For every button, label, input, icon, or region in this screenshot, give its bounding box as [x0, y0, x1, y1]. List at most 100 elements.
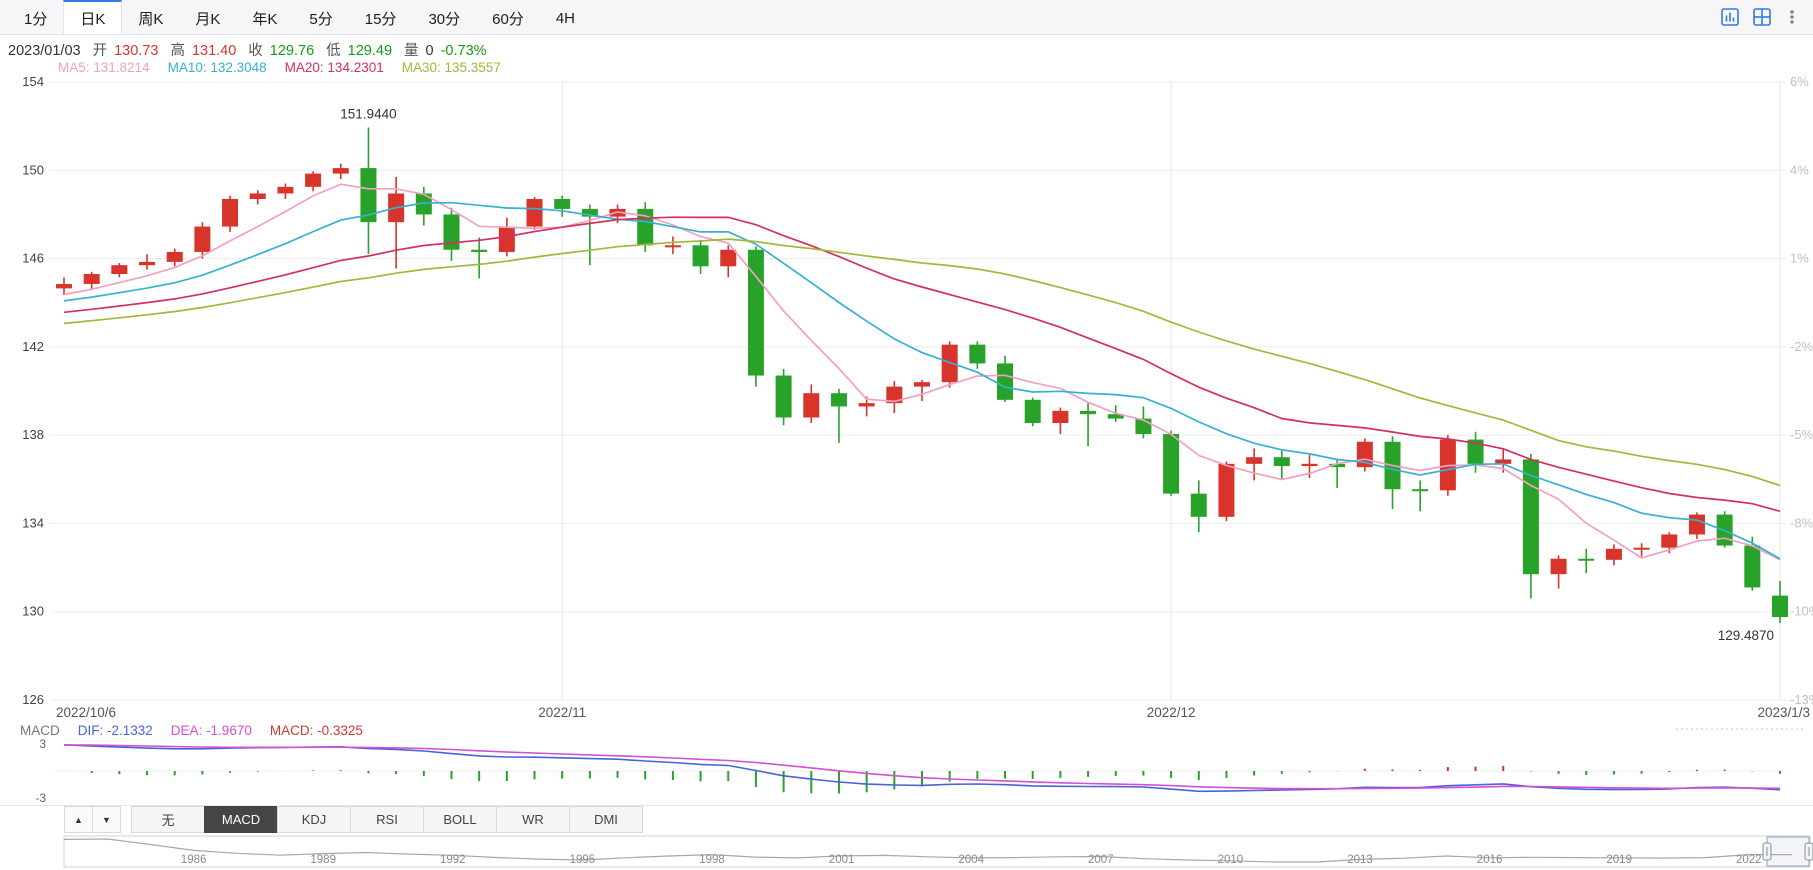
indicator-tab-BOLL[interactable]: BOLL [423, 806, 497, 833]
indicator-collapse-down-button[interactable]: ▼ [92, 806, 121, 833]
candle-body [1688, 514, 1705, 535]
x-axis-label: 2022/12 [1147, 705, 1196, 720]
candle-body [886, 386, 903, 404]
indicator-tab-DMI[interactable]: DMI [569, 806, 643, 833]
info-date: 2023/01/03 [8, 43, 81, 59]
y-axis-label: 146 [22, 251, 44, 266]
navigator-year-label: 2010 [1218, 854, 1244, 866]
indicator-collapse-up-button[interactable]: ▲ [64, 806, 93, 833]
indicator-tab-无[interactable]: 无 [131, 806, 205, 833]
timeframe-tab-4[interactable]: 年K [252, 10, 278, 28]
navigator-year-label: 2016 [1477, 854, 1503, 866]
timeframe-tab-1[interactable]: 日K [63, 0, 123, 34]
grid-layout-icon[interactable] [1753, 8, 1771, 26]
candle-body [581, 208, 598, 217]
low-price-annotation: 129.4870 [1718, 628, 1774, 643]
candle-body [1661, 534, 1678, 548]
candle-body [332, 168, 349, 174]
y-axis-label: 138 [22, 427, 44, 442]
candle-body [1273, 457, 1290, 467]
timeframe-tab-7[interactable]: 30分 [428, 10, 461, 28]
ma10-line [63, 201, 1781, 560]
candle-body [1246, 457, 1263, 464]
candle-body [111, 265, 128, 275]
ma-value-label-2: MA20: 134.2301 [284, 60, 384, 75]
candle-body [1550, 558, 1567, 575]
navigator-year-label: 1995 [570, 854, 596, 866]
timeframe-tab-2[interactable]: 周K [138, 10, 164, 28]
ma-value-label-0: MA5: 131.8214 [58, 60, 150, 75]
ma-value-label-3: MA30: 135.3557 [401, 60, 501, 75]
navigator-year-label: 2013 [1347, 854, 1373, 866]
candle-body [56, 283, 72, 289]
indicator-tab-MACD[interactable]: MACD [204, 806, 278, 833]
candle-body [1605, 548, 1622, 560]
candle-body [1107, 414, 1124, 419]
high-value: 131.40 [191, 43, 237, 59]
candle-body [222, 198, 239, 227]
right-axis-label: 6% [1790, 74, 1809, 89]
candle-body [775, 375, 792, 418]
candle-body [305, 173, 322, 187]
macd-histogram [63, 765, 1781, 794]
candle-body [1080, 410, 1097, 415]
candle-body [1329, 463, 1346, 468]
y-axis-label: 142 [22, 339, 44, 354]
open-value: 130.73 [114, 43, 159, 59]
navigator-year-label: 2019 [1606, 854, 1632, 866]
candle-body [941, 344, 958, 383]
volume-value: 0 [425, 43, 434, 59]
candle-body [526, 198, 543, 227]
y-axis-label: 150 [22, 162, 44, 177]
indicator-tab-WR[interactable]: WR [496, 806, 570, 833]
timeframe-tab-9[interactable]: 4H [555, 9, 575, 27]
candle-body [1744, 545, 1761, 588]
candle-body [720, 249, 737, 267]
candle-body [166, 251, 183, 262]
candle-body [1578, 558, 1595, 561]
macd-macd-value: MACD: -0.3325 [269, 723, 363, 738]
macd-axis-max: 3 [39, 737, 46, 751]
candle-body [858, 403, 875, 407]
timeframe-tab-5[interactable]: 5分 [309, 10, 333, 28]
more-options-icon[interactable] [1785, 8, 1799, 26]
candle-body [803, 393, 820, 418]
candle-body [914, 382, 930, 387]
indicator-tab-RSI[interactable]: RSI [350, 806, 424, 833]
y-axis-label: 154 [22, 74, 44, 89]
macd-axis-min: -3 [35, 791, 46, 805]
timeframe-tab-0[interactable]: 1分 [24, 10, 48, 28]
candle-body [1772, 595, 1788, 618]
macd-dea-value: DEA: -1.9670 [170, 723, 252, 738]
candle-body [360, 168, 377, 223]
candle-body [692, 245, 709, 267]
low-label: 低 [326, 43, 341, 59]
y-axis-label: 126 [22, 692, 44, 707]
macd-dif-value: DIF: -2.1332 [77, 723, 153, 738]
x-axis-label: 2022/10/6 [56, 705, 116, 720]
ma-value-label-1: MA10: 132.3048 [167, 60, 267, 75]
timeframe-tab-3[interactable]: 月K [195, 10, 221, 28]
candle-body [1024, 399, 1041, 424]
right-axis-label: -2% [1790, 339, 1813, 354]
candle-body [830, 393, 847, 407]
indicator-tab-KDJ[interactable]: KDJ [277, 806, 351, 833]
navigator-year-label: 1998 [699, 854, 725, 866]
navigator-year-label: 2001 [829, 854, 855, 866]
candle-body [969, 344, 986, 364]
ma30-line [63, 238, 1781, 487]
right-axis-label: -10% [1790, 604, 1813, 619]
change-percent: -0.73% [440, 43, 487, 59]
candle-body [1163, 434, 1180, 494]
chart-columns-icon[interactable] [1721, 8, 1739, 26]
navigator-selection[interactable] [1766, 836, 1810, 867]
timeframe-tabbar: 1分 日K 周K 月K 年K 5分 15分 30分 60分 4H [0, 0, 1813, 35]
right-axis-label: 4% [1790, 162, 1809, 177]
timeframe-tab-6[interactable]: 15分 [364, 10, 397, 28]
x-axis-label: 2022/11 [538, 705, 586, 720]
ma-values-bar: MA5: 131.8214 MA10: 132.3048 MA20: 134.230… [58, 60, 501, 75]
timeframe-tab-8[interactable]: 60分 [492, 10, 524, 28]
candle-body [1467, 439, 1484, 464]
x-axis-label: 2023/1/3 [1757, 705, 1810, 720]
